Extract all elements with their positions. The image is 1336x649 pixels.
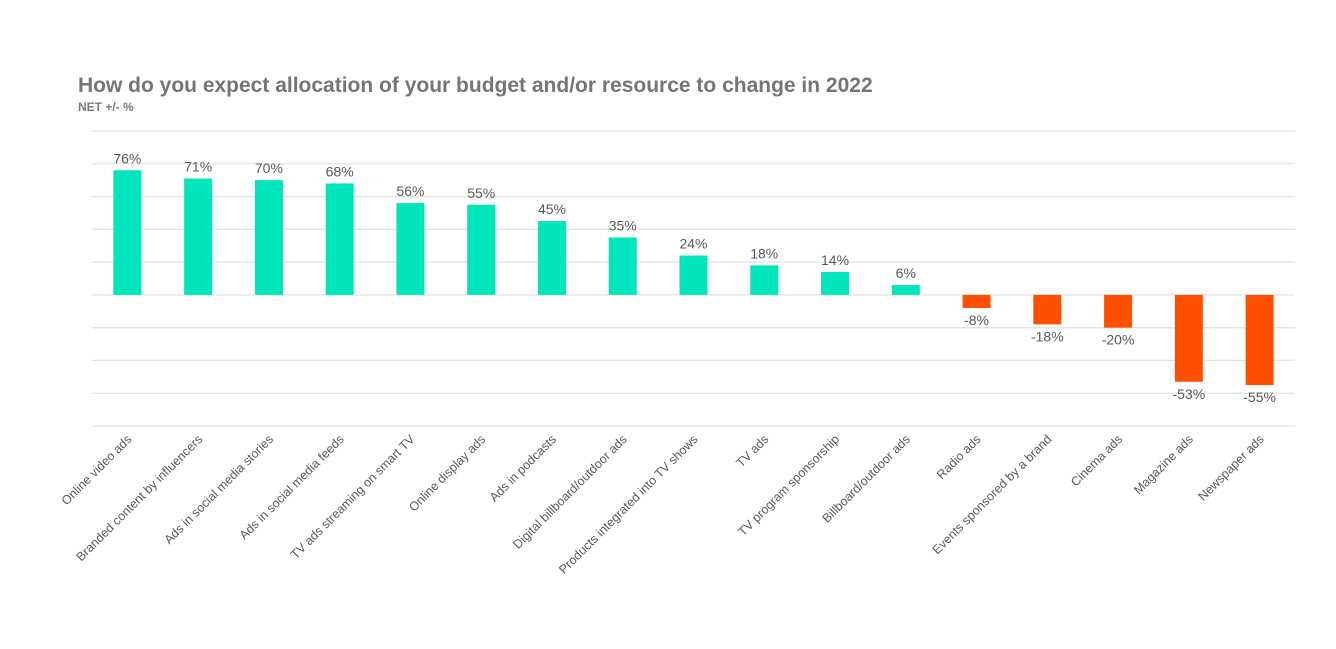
data-label: 6% xyxy=(896,265,916,281)
bar xyxy=(113,170,142,295)
category-label: Newspaper ads xyxy=(1195,432,1266,503)
data-label: 55% xyxy=(467,185,495,201)
bar xyxy=(1245,294,1274,386)
data-label: -8% xyxy=(964,312,989,328)
data-label: -20% xyxy=(1102,332,1135,348)
data-label: 56% xyxy=(396,183,424,199)
data-label: -55% xyxy=(1243,389,1276,405)
bar xyxy=(608,237,637,295)
chart-subtitle: NET +/- % xyxy=(78,100,134,114)
category-label: Magazine ads xyxy=(1131,432,1196,497)
bar xyxy=(891,285,920,295)
bar xyxy=(1033,294,1062,325)
bar xyxy=(184,178,213,295)
category-label: Events sponsored by a brand xyxy=(930,432,1055,557)
data-label: 71% xyxy=(184,159,212,175)
bar xyxy=(537,221,566,295)
bar xyxy=(962,294,991,308)
category-label: Radio ads xyxy=(934,432,984,482)
category-label: Digital billboard/outdoor ads xyxy=(510,432,629,551)
data-label: 68% xyxy=(326,163,354,179)
data-label: 45% xyxy=(538,201,566,217)
data-label: 70% xyxy=(255,160,283,176)
data-label: 24% xyxy=(679,236,707,252)
bar xyxy=(254,180,283,295)
category-label: Online display ads xyxy=(406,432,488,514)
category-label: TV ads xyxy=(733,432,771,470)
category-label: Cinema ads xyxy=(1068,432,1125,489)
category-label: Online video ads xyxy=(59,432,135,508)
category-label: TV ads streaming on smart TV xyxy=(288,432,418,562)
data-label: 35% xyxy=(609,218,637,234)
data-label: -18% xyxy=(1031,328,1064,344)
data-label: 76% xyxy=(113,150,141,166)
bar xyxy=(396,203,425,295)
category-label: Branded content by influencers xyxy=(74,432,206,564)
bar xyxy=(1174,294,1203,382)
bar xyxy=(750,265,779,295)
chart-title: How do you expect allocation of your bud… xyxy=(78,74,873,97)
data-label: -53% xyxy=(1173,386,1206,402)
category-label: Ads in podcasts xyxy=(487,432,559,504)
bar xyxy=(821,271,850,295)
bar xyxy=(467,204,496,295)
bar xyxy=(1104,294,1133,328)
bar xyxy=(679,255,708,295)
data-label: 14% xyxy=(821,252,849,268)
category-label: Products integrated into TV shows xyxy=(556,432,700,576)
bar xyxy=(325,183,354,295)
data-label: 18% xyxy=(750,245,778,261)
